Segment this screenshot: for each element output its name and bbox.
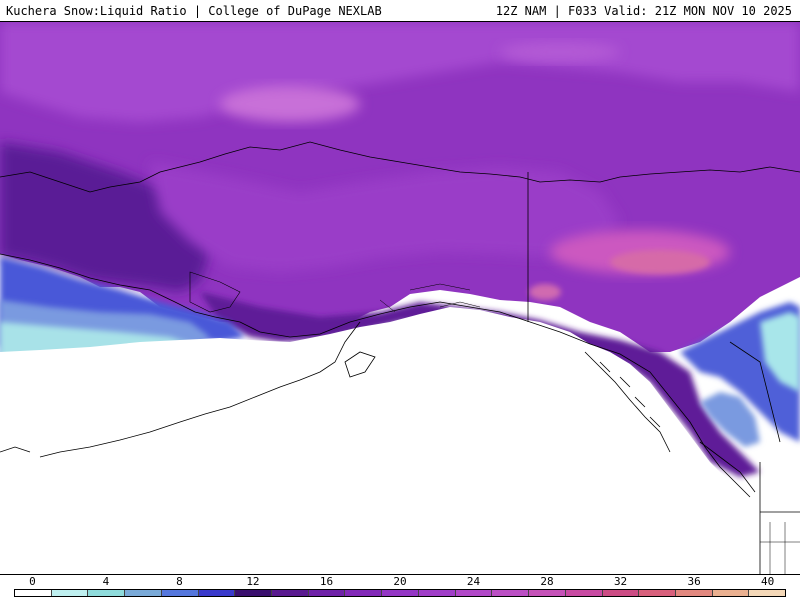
legend-tick-label: 20	[393, 575, 407, 588]
model-valid-time: 12Z NAM | F033 Valid: 21Z MON NOV 10 202…	[495, 4, 792, 18]
interior-lakes	[379, 283, 481, 313]
gulf-of-alaska	[0, 307, 760, 574]
legend-tick-label: 28	[540, 575, 554, 588]
aleutian-west	[0, 446, 31, 453]
legend-swatch	[161, 590, 199, 596]
legend-swatch	[345, 590, 383, 596]
light-blue-east	[700, 392, 760, 447]
legend-swatch	[125, 590, 162, 596]
interior-purple	[150, 162, 620, 272]
legend-tick-label: 4	[102, 575, 110, 588]
legend-swatch	[492, 590, 530, 596]
southern-coast	[0, 253, 751, 498]
product-title: Kuchera Snow:Liquid Ratio | College of D…	[6, 4, 382, 18]
coastlines	[0, 141, 800, 574]
ratio-field	[0, 22, 800, 477]
cyan-band-east	[760, 312, 800, 392]
pink-yukon	[610, 250, 710, 274]
legend-tick-label: 8	[176, 575, 183, 588]
bristol-bay	[189, 271, 241, 313]
legend-swatch	[88, 590, 126, 596]
legend-swatch	[675, 590, 713, 596]
legend-swatch	[565, 590, 603, 596]
legend-swatch	[529, 590, 566, 596]
legend-tick-label: 12	[246, 575, 260, 588]
southeast-alaska	[584, 351, 671, 453]
legend-tick-label: 0	[29, 575, 36, 588]
legend-tick-label: 32	[613, 575, 628, 588]
haida-gwaii	[699, 441, 756, 493]
color-legend: 0 4 8 12 16 20 24 28 32 36 40	[0, 575, 800, 600]
legend-swatch	[382, 590, 419, 596]
alaska-peninsula	[39, 321, 361, 458]
legend-swatch	[602, 590, 640, 596]
legend-swatch	[749, 590, 786, 596]
legend-swatch	[272, 590, 309, 596]
pink-streak-far-north	[500, 42, 620, 62]
legend-swatch	[198, 590, 236, 596]
legend-tick-label: 40	[760, 575, 775, 588]
legend-ticks: 0 4 8 12 16 20 24 28 32 36 40	[0, 575, 800, 589]
legend-swatch	[639, 590, 676, 596]
legend-swatch	[418, 590, 456, 596]
legend-tick-label: 24	[466, 575, 481, 588]
legend-swatch	[51, 590, 89, 596]
bc-border	[729, 341, 781, 443]
legend-swatch	[308, 590, 346, 596]
legend-swatch	[455, 590, 493, 596]
snow-ratio-map	[0, 22, 800, 575]
arctic-coast	[0, 141, 800, 193]
kodiak-island	[344, 351, 376, 378]
legend-swatch	[712, 590, 750, 596]
pink-spot-coast	[529, 284, 561, 300]
map-header: Kuchera Snow:Liquid Ratio | College of D…	[0, 0, 800, 22]
state-lines	[760, 522, 800, 574]
legend-tick-label: 36	[687, 575, 701, 588]
inside-passage	[599, 361, 661, 428]
legend-tick-label: 16	[319, 575, 334, 588]
legend-colorbar	[14, 589, 786, 597]
legend-swatch	[235, 590, 273, 596]
legend-swatch	[15, 590, 52, 596]
map-canvas	[0, 22, 800, 574]
coastal-dark-purple	[200, 292, 760, 477]
pink-streak-north	[220, 86, 360, 122]
